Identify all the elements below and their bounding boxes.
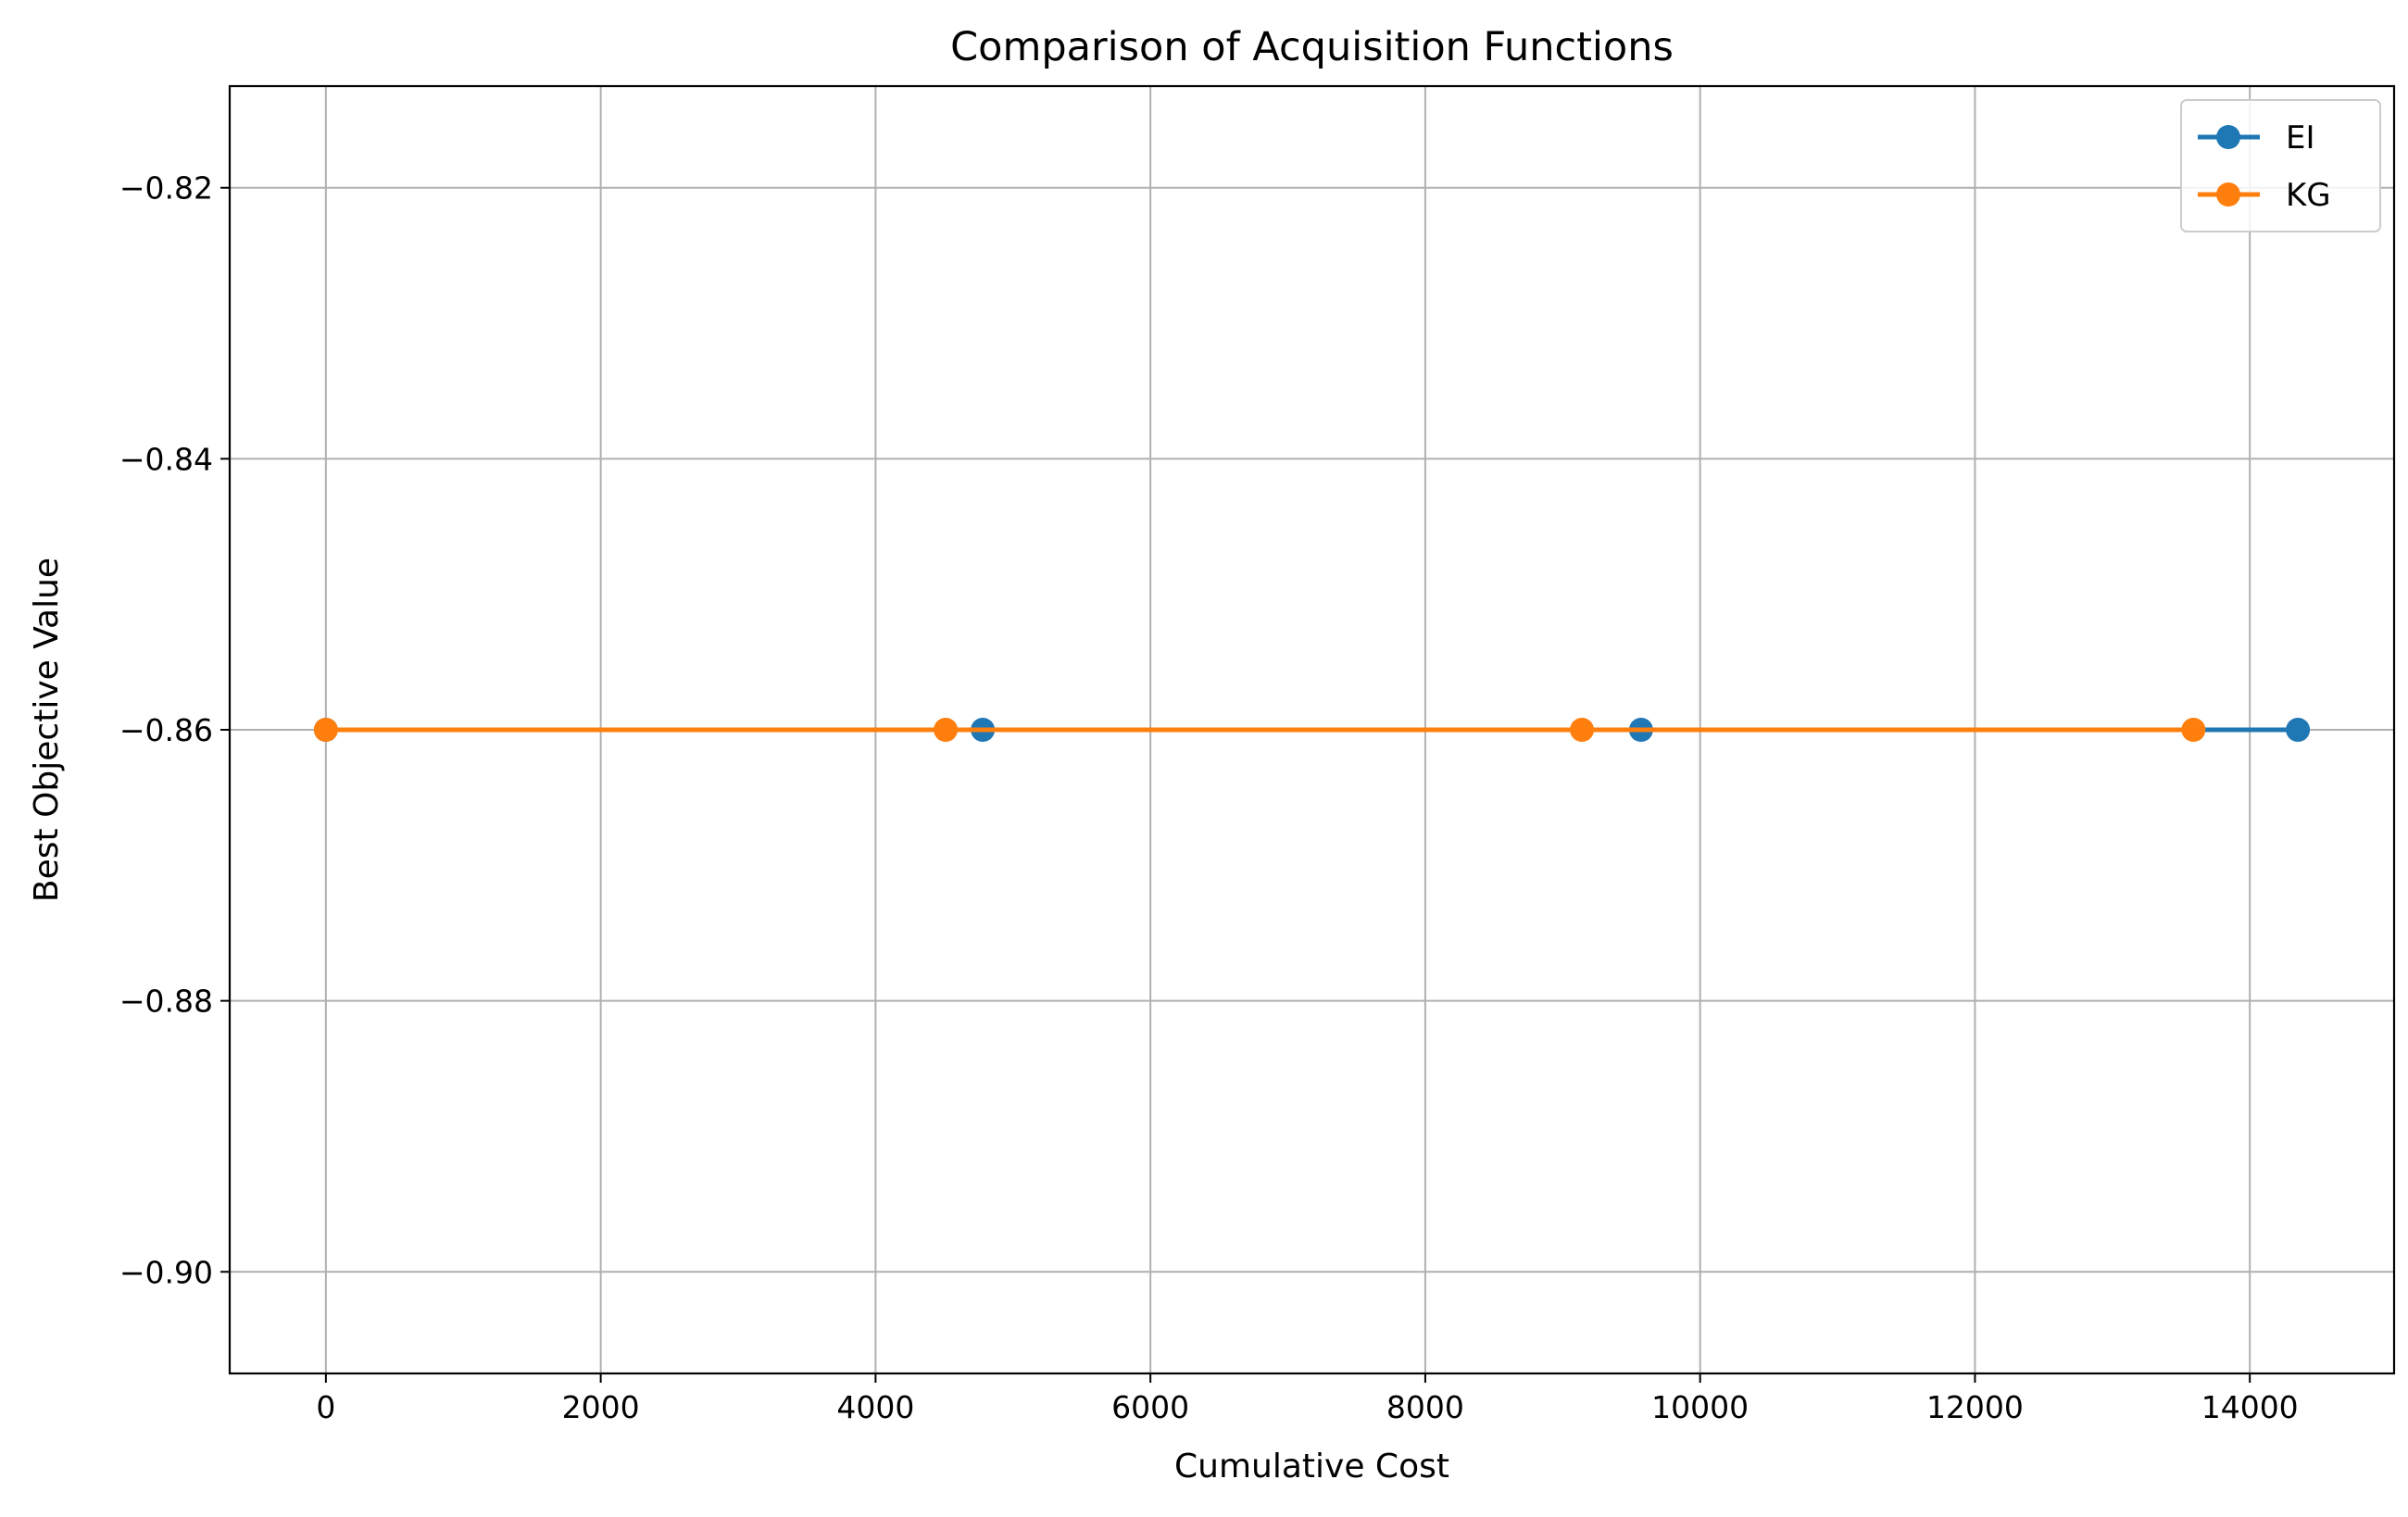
x-tick-label: 6000 bbox=[1111, 1389, 1189, 1425]
legend-marker-ei bbox=[2216, 125, 2240, 149]
x-tick-label: 2000 bbox=[562, 1389, 640, 1425]
x-tick-label: 0 bbox=[316, 1389, 335, 1425]
x-tick-label: 10000 bbox=[1651, 1389, 1749, 1425]
y-tick-label: −0.86 bbox=[119, 712, 213, 748]
series-point-ei bbox=[2286, 718, 2311, 742]
ticks: 0 2000 4000 6000 8000 10000 12000 14000 −0.90 −0.… bbox=[119, 170, 2299, 1425]
series-point-kg bbox=[313, 718, 338, 742]
y-tick-label: −0.84 bbox=[119, 441, 213, 477]
chart-title: Comparison of Acquisition Functions bbox=[950, 24, 1674, 70]
x-tick-label: 12000 bbox=[1926, 1389, 2024, 1425]
series-layer bbox=[313, 718, 2311, 742]
y-tick-label: −0.82 bbox=[119, 170, 213, 207]
y-tick-label: −0.88 bbox=[119, 984, 213, 1020]
x-tick-label: 14000 bbox=[2201, 1389, 2299, 1425]
legend-label-ei: EI bbox=[2286, 119, 2315, 157]
x-tick-label: 4000 bbox=[836, 1389, 914, 1425]
legend-box bbox=[2180, 99, 2381, 232]
y-tick-label: −0.90 bbox=[119, 1254, 213, 1290]
x-tick-label: 8000 bbox=[1386, 1389, 1464, 1425]
series-point-kg bbox=[2181, 718, 2206, 742]
series-point-kg bbox=[934, 718, 959, 742]
legend-label-kg: KG bbox=[2286, 177, 2331, 214]
y-axis-label: Best Objective Value bbox=[28, 558, 66, 902]
legend: EI KG bbox=[2180, 99, 2381, 232]
legend-marker-kg bbox=[2216, 182, 2240, 207]
x-axis-label: Cumulative Cost bbox=[1174, 1448, 1449, 1486]
series-point-kg bbox=[1570, 718, 1595, 742]
